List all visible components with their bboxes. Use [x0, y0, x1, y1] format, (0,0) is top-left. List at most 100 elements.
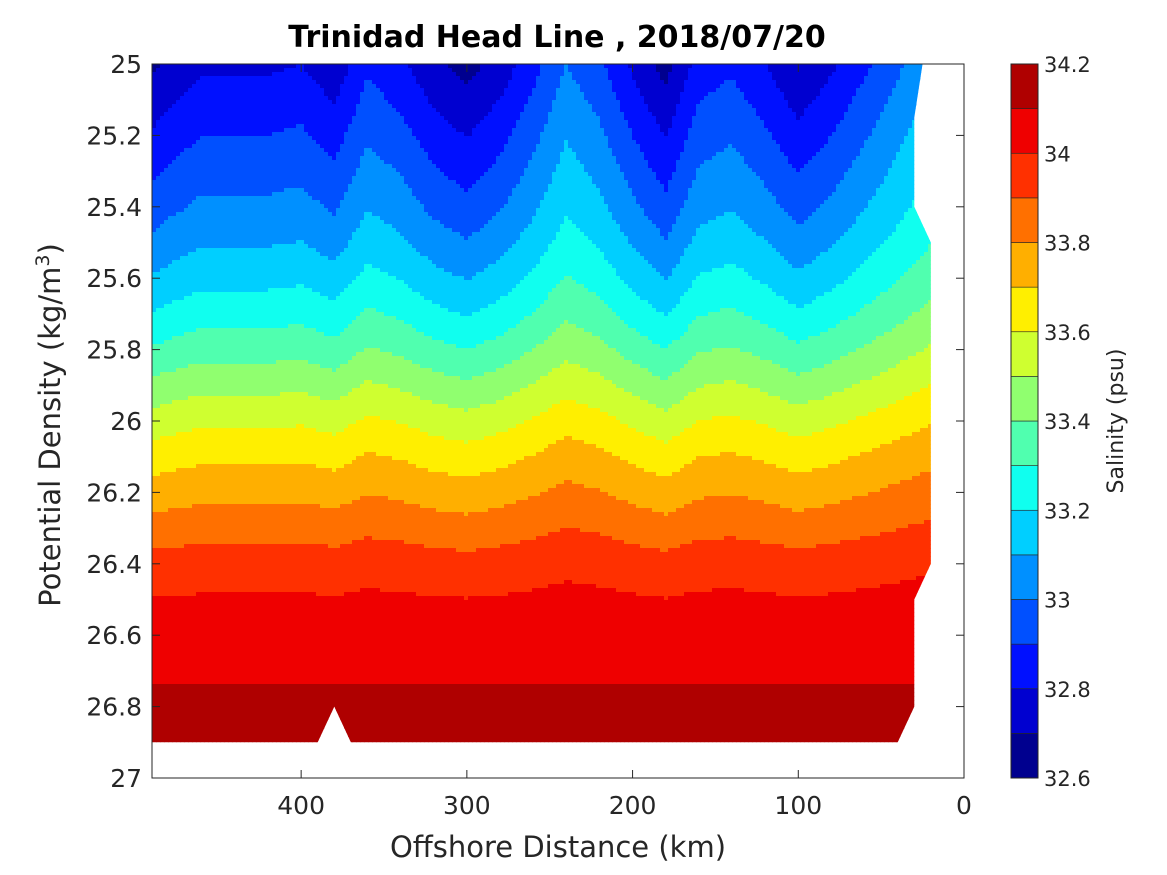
contour-cell	[896, 100, 901, 105]
contour-cell	[164, 132, 169, 137]
contour-cell	[444, 160, 449, 165]
contour-cell	[868, 72, 873, 77]
contour-cell	[260, 64, 265, 69]
contour-cell	[756, 128, 761, 133]
contour-cell	[744, 104, 749, 109]
contour-cell	[740, 144, 745, 149]
contour-cell	[208, 160, 213, 165]
contour-cell	[632, 104, 637, 109]
contour-cell	[884, 156, 889, 161]
contour-cell	[892, 136, 897, 141]
contour-cell	[440, 112, 445, 117]
contour-cell	[620, 120, 625, 125]
contour-cell	[392, 124, 397, 129]
contour-cell	[500, 64, 505, 69]
contour-cell	[204, 160, 209, 165]
contour-cell	[452, 140, 457, 145]
contour-cell	[192, 148, 197, 153]
contour-cell	[780, 72, 785, 77]
contour-cell	[292, 140, 297, 145]
contour-cell	[792, 92, 797, 97]
contour-cell	[392, 72, 397, 77]
contour-cell	[848, 64, 853, 69]
contour-cell	[620, 84, 625, 89]
contour-cell	[280, 160, 285, 165]
contour-cell	[304, 144, 309, 149]
contour-cell	[300, 160, 305, 165]
contour-cell	[592, 68, 597, 73]
contour-cell	[516, 100, 521, 105]
contour-cell	[856, 132, 861, 137]
contour-cell	[884, 100, 889, 105]
contour-cell	[824, 132, 829, 137]
contour-cell	[196, 76, 201, 81]
contour-cell	[328, 104, 333, 109]
contour-cell	[276, 136, 281, 141]
contour-cell	[576, 160, 581, 165]
contour-cell	[460, 124, 465, 129]
contour-cell	[720, 116, 725, 121]
contour-cell	[224, 72, 229, 77]
contour-cell	[332, 88, 337, 93]
contour-cell	[376, 132, 381, 137]
contour-cell	[752, 104, 757, 109]
contour-cell	[248, 152, 253, 157]
contour-cell	[720, 112, 725, 117]
contour-cell	[528, 112, 533, 117]
contour-cell	[316, 108, 321, 113]
contour-cell	[764, 64, 769, 69]
contour-cell	[684, 144, 689, 149]
contour-cell	[724, 92, 729, 97]
contour-cell	[240, 128, 245, 133]
contour-cell	[680, 84, 685, 89]
contour-cell	[240, 144, 245, 149]
contour-cell	[876, 108, 881, 113]
contour-cell	[436, 88, 441, 93]
contour-cell	[860, 112, 865, 117]
contour-cell	[800, 132, 805, 137]
contour-cell	[636, 100, 641, 105]
contour-cell	[644, 148, 649, 153]
contour-cell	[472, 128, 477, 133]
contour-cell	[568, 112, 573, 117]
contour-cell	[244, 84, 249, 89]
contour-cell	[320, 156, 325, 161]
contour-cell	[556, 64, 561, 69]
contour-cell	[220, 76, 225, 81]
contour-cell	[476, 92, 481, 97]
contour-cell	[812, 116, 817, 121]
contour-cell	[704, 124, 709, 129]
contour-cell	[456, 132, 461, 137]
contour-cell	[592, 124, 597, 129]
contour-cell	[868, 132, 873, 137]
contour-cell	[428, 140, 433, 145]
contour-cell	[208, 72, 213, 77]
contour-cell	[284, 160, 289, 165]
contour-cell	[736, 64, 741, 69]
contour-cell	[336, 64, 341, 69]
contour-cell	[216, 100, 221, 105]
contour-cell	[468, 88, 473, 93]
contour-cell	[680, 80, 685, 85]
contour-cell	[472, 132, 477, 137]
contour-cell	[632, 160, 637, 165]
contour-cell	[752, 68, 757, 73]
contour-cell	[496, 136, 501, 141]
contour-cell	[884, 88, 889, 93]
contour-cell	[312, 76, 317, 81]
contour-cell	[904, 124, 909, 129]
contour-cell	[824, 152, 829, 157]
contour-cell	[332, 156, 337, 161]
contour-cell	[716, 120, 721, 125]
contour-cell	[268, 80, 273, 85]
contour-cell	[296, 128, 301, 133]
contour-cell	[560, 132, 565, 137]
contour-cell	[916, 64, 921, 69]
contour-cell	[548, 64, 553, 69]
contour-cell	[740, 104, 745, 109]
contour-cell	[168, 96, 173, 101]
contour-cell	[708, 68, 713, 73]
contour-cell	[748, 80, 753, 85]
contour-cell	[324, 64, 329, 69]
contour-cell	[264, 116, 269, 121]
